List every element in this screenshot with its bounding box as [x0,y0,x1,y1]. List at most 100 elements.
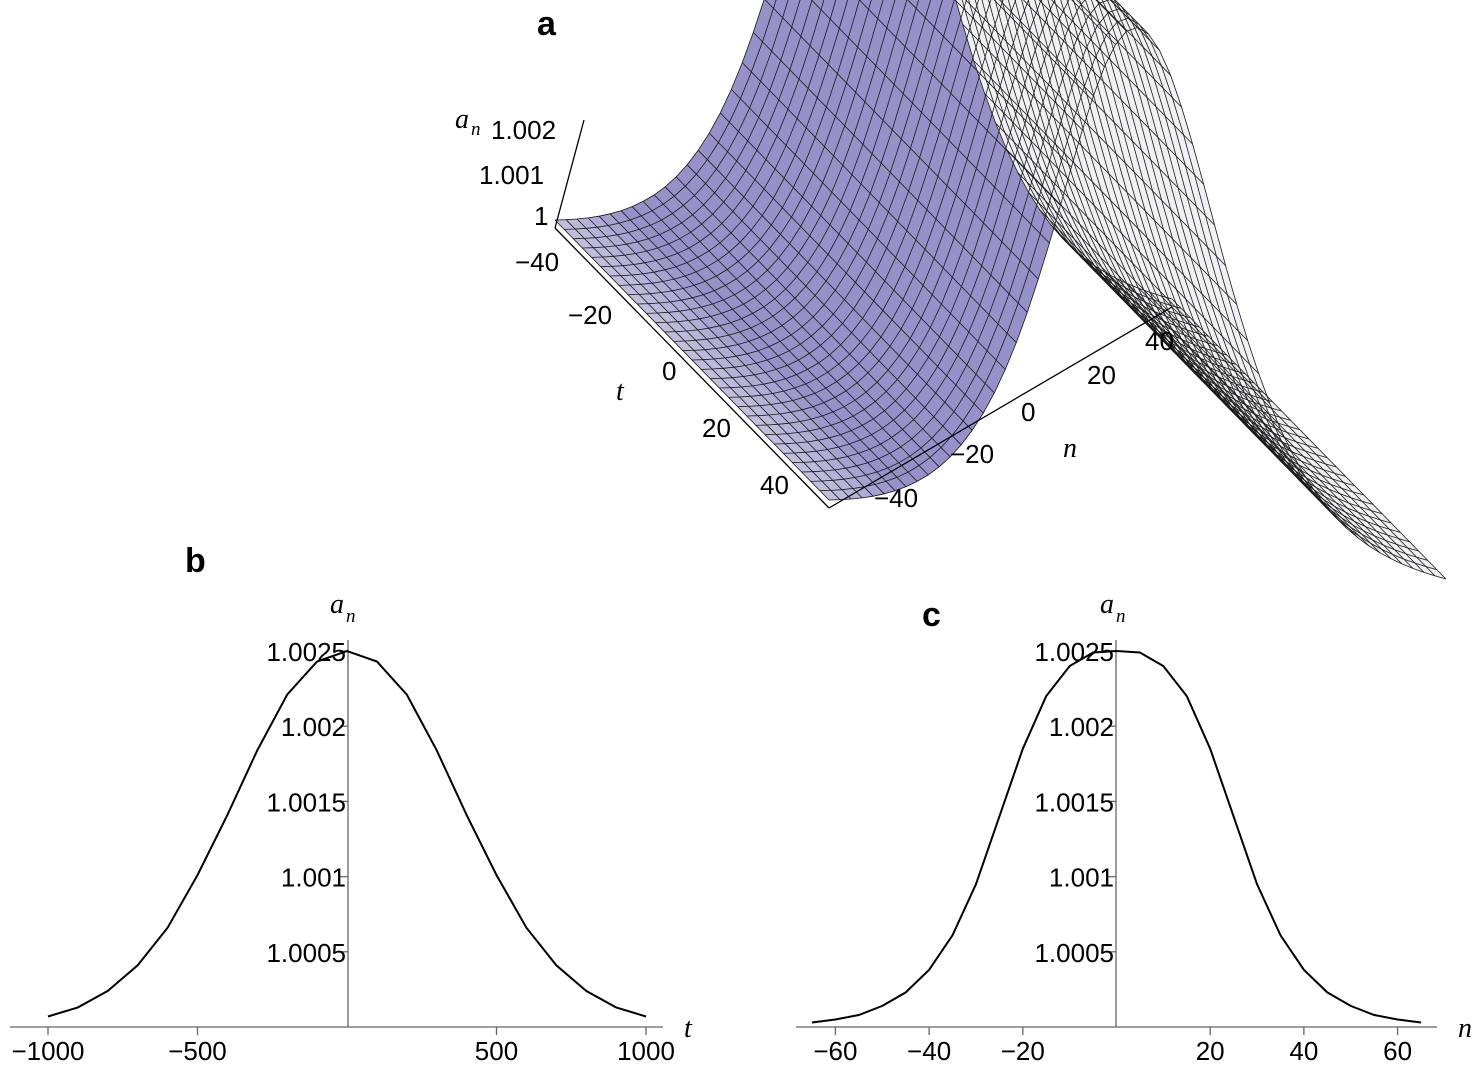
panel-b-series-line [47,649,647,1018]
z-axis-label: a [455,104,469,135]
panel-b-y-tick-label: 1.001 [281,863,346,893]
mesh-line [1017,172,1293,453]
mesh-line [907,0,1072,168]
t-tick-label: 20 [702,413,731,443]
mesh-line [753,32,1028,313]
panel-b-y-tick-label: 1.002 [281,712,346,742]
panel-b-y-ticks: 1.0025 1.002 1.0015 1.001 1.0005 [266,637,348,968]
mesh-line [720,112,995,394]
panel-c-y-axis-label-subscript: n [1116,606,1126,627]
mesh-line [858,0,1061,206]
mesh-line [565,219,841,500]
n-axis-line [828,306,1173,509]
panel-c-y-axis-label: a [1100,589,1114,620]
panel-b-x-ticks: −1000 −500 500 1000 [11,1027,675,1065]
panel-c-label: c [922,596,941,634]
z-axis-line [554,119,585,229]
mesh-line [973,60,1248,341]
mesh-line [1038,0,1105,67]
mesh-line [1094,265,1370,547]
panel-b-x-tick-label: 500 [475,1036,518,1065]
panel-b-x-tick-label: −1000 [11,1036,84,1065]
mesh-line [1105,272,1381,554]
panel-b-x-axis-label: t [684,1013,693,1044]
panel-c-x-tick-label: −40 [907,1036,951,1065]
mesh-line [764,0,1039,280]
mesh-line [554,219,830,501]
panel-c-x-tick-label: 20 [1196,1036,1225,1065]
mesh-line [993,0,1215,226]
mesh-line [664,186,940,468]
mesh-line [1083,257,1359,539]
panel-b-y-tick-label: 1.0015 [266,787,346,817]
mesh-line [576,218,852,500]
t-tick-label: −40 [515,247,559,277]
panel-b-x-tick-label: 1000 [617,1036,675,1065]
n-tick-label: −40 [874,483,918,513]
n-tick-label: 20 [1087,360,1116,390]
mesh-line [609,213,885,495]
panel-c-x-tick-label: −60 [813,1036,857,1065]
panel-c-x-tick-label: 40 [1289,1036,1318,1065]
mesh-line [965,0,1226,266]
panel-a-surface-plot: a a n 1.002 1.001 1 −40 −20 0 20 40 t 40… [455,0,1448,580]
mesh-line [697,150,973,431]
panel-c-y-tick-label: 1.0005 [1034,938,1114,968]
z-tick-label: 1 [534,201,548,231]
t-tick-label: 40 [760,470,789,500]
mesh-line [653,194,929,476]
panel-b-line-chart: b −1000 −500 500 1000 1.00251.0021.00151.00… [10,542,693,1065]
panel-c-y-tick-label: 1.0015 [1034,787,1114,817]
mesh-line [984,93,1259,374]
mesh-line [1096,0,1171,76]
n-tick-label: −20 [950,439,994,469]
mesh-line [631,206,907,487]
t-axis-label: t [616,376,625,407]
t-tick-label: 0 [662,356,676,386]
mesh-line [1028,192,1304,473]
panel-a-label: a [537,5,557,43]
mesh-line [1076,0,1182,108]
mesh-line [731,89,1006,370]
z-tick-label: 1.002 [491,115,556,145]
mesh-line [1160,295,1436,577]
mesh-line [1022,0,1204,185]
panel-b-y-axis-label: a [330,589,344,620]
mesh-line [995,123,1270,404]
panel-b-y-tick-label: 1.0025 [266,637,346,667]
mesh-line [642,201,918,482]
panel-c-x-tick-label: −20 [1001,1036,1045,1065]
panel-c-y-tick-label: 1.001 [1049,863,1114,893]
mesh-line [587,217,863,499]
mesh-line [998,0,1094,97]
panel-b-y-axis-label-subscript: n [346,606,356,627]
t-axis-line [554,227,830,509]
panel-b-y-tick-label: 1.0005 [266,938,346,968]
mesh-line [1051,0,1193,145]
mesh-line [954,0,1083,131]
panel-c-line-chart: c −60 −40 −20 20 40 60 1.00251.0021.00151.001… [796,589,1472,1065]
panel-c-x-axis-label: n [1458,1013,1472,1044]
mesh-line [742,62,1017,343]
t-tick-label: −20 [568,300,612,330]
mesh-line [709,132,984,414]
z-axis-label-subscript: n [471,119,481,140]
mesh-line [1109,0,1160,51]
mesh-line [962,24,1237,305]
mesh-line [1138,288,1414,569]
panel-c-x-tick-label: 60 [1383,1036,1412,1065]
mesh-line [1116,278,1392,559]
mesh-line [675,176,951,458]
mesh-line [1006,149,1281,430]
panel-c-y-tick-label: 1.002 [1049,712,1114,742]
mesh-line [1171,298,1447,580]
n-tick-label: 40 [1145,326,1174,356]
surface-mesh [554,0,1447,580]
panel-b-label: b [185,542,206,580]
mesh-line [810,0,1050,244]
n-tick-label: 0 [1021,397,1035,427]
mesh-line [1072,248,1348,529]
mesh-line [1127,283,1403,565]
mesh-line [686,164,962,446]
